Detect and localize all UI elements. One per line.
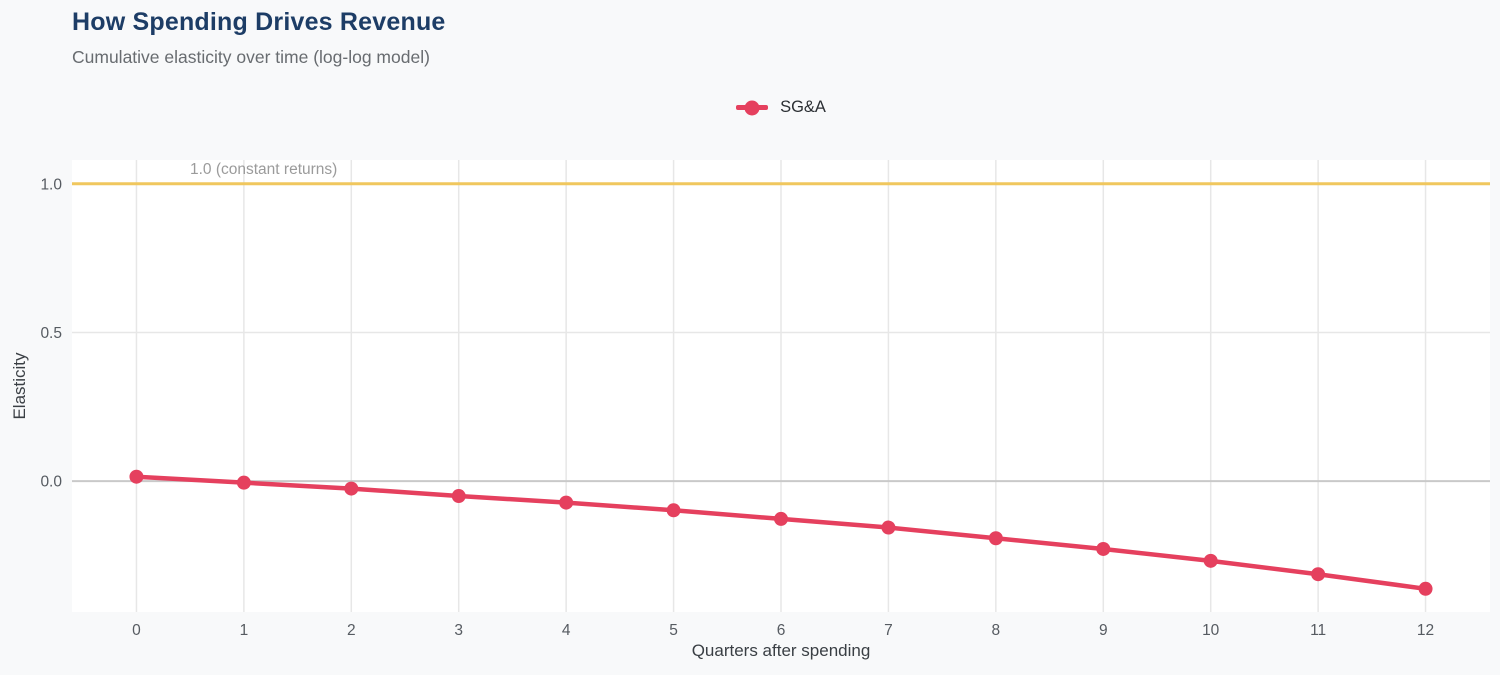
y-tick-label: 0.0 — [40, 474, 62, 491]
data-point — [129, 469, 144, 484]
x-tick-label: 6 — [777, 622, 786, 639]
reference-line-label: 1.0 (constant returns) — [190, 161, 338, 178]
data-point — [1203, 553, 1218, 568]
x-tick-label: 10 — [1202, 622, 1220, 639]
chart-subtitle: Cumulative elasticity over time (log-log… — [72, 47, 430, 67]
x-tick-label: 4 — [562, 622, 571, 639]
x-tick-label: 3 — [454, 622, 463, 639]
x-tick-label: 8 — [992, 622, 1001, 639]
x-tick-label: 12 — [1417, 622, 1434, 639]
data-point — [881, 520, 896, 535]
legend-line-marker-icon — [736, 100, 769, 115]
data-point — [1311, 567, 1326, 582]
y-tick-label: 0.5 — [40, 325, 62, 342]
legend: SG&A — [72, 98, 1490, 117]
data-point — [559, 495, 574, 510]
data-point — [344, 481, 359, 496]
x-tick-label: 1 — [240, 622, 249, 639]
y-tick-label: 1.0 — [40, 176, 62, 193]
x-tick-label: 2 — [347, 622, 356, 639]
y-axis-title: Elasticity — [10, 352, 29, 420]
data-point — [236, 475, 251, 490]
legend-dot-icon — [744, 100, 760, 115]
data-point — [774, 511, 788, 526]
data-point — [1096, 541, 1111, 556]
data-point — [451, 489, 466, 504]
data-point — [1418, 581, 1433, 596]
x-tick-label: 11 — [1310, 622, 1326, 639]
x-tick-label: 7 — [884, 622, 893, 639]
x-tick-label: 9 — [1099, 622, 1108, 639]
data-point — [988, 531, 1003, 546]
chart-title: How Spending Drives Revenue — [72, 8, 446, 36]
x-tick-label: 0 — [132, 622, 141, 639]
x-tick-label: 5 — [669, 622, 678, 639]
data-point — [666, 503, 681, 518]
x-axis-title: Quarters after spending — [691, 641, 871, 660]
legend-label-sga: SG&A — [780, 98, 826, 116]
